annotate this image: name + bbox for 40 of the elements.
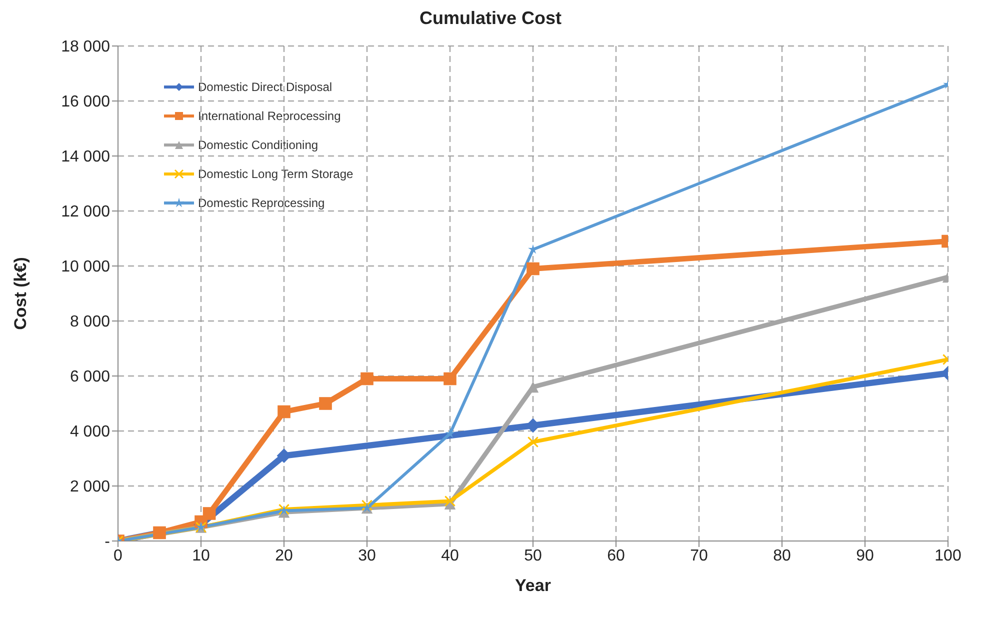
point [360,372,374,386]
y-tick-label: 14 000 [61,148,110,166]
x-tick-label: 80 [773,547,791,564]
point [444,372,456,386]
x-tick-label: 40 [441,547,459,564]
y-tick-label: 18 000 [61,38,110,56]
point [319,397,332,410]
y-tick-label: 2 000 [70,478,110,496]
point [361,500,373,511]
legend-label: Domestic Long Term Storage [198,166,354,180]
x-tick-label: 60 [607,547,625,564]
x-tick-label: 20 [275,547,293,564]
y-axis-title: Cost (k€) [11,257,30,330]
y-tick-label: - [104,534,110,551]
x-tick-label: 50 [524,547,542,564]
point [278,405,290,418]
y-tick-label: 16 000 [61,94,110,111]
point [202,507,216,520]
point [445,428,455,438]
y-tick-label: 6 000 [70,368,110,386]
y-tick-label: 4 000 [70,424,110,441]
x-tick-label: 0 [114,547,123,564]
chart-title: Cumulative Cost [418,8,563,30]
y-tick-label: 12 000 [61,204,110,221]
x-tick-label: 30 [358,547,376,564]
x-tick-label: 10 [192,547,210,564]
legend-label: International Reprocessing [198,108,341,122]
x-axis-title: Year [515,576,552,595]
x-tick-label: 70 [690,547,708,564]
point [527,436,539,448]
point [444,496,456,507]
point [153,526,166,540]
y-tick-label: 10 000 [61,258,110,276]
legend-label: Domestic Direct Disposal [198,80,332,94]
legend-label: Domestic Reprocessing [198,196,325,210]
point [526,262,540,276]
x-tick-label: 90 [856,547,874,564]
y-tick-label: 8 000 [70,314,110,331]
legend-label: Domestic Conditioning [198,138,318,152]
x-tick-label: 100 [934,547,962,564]
